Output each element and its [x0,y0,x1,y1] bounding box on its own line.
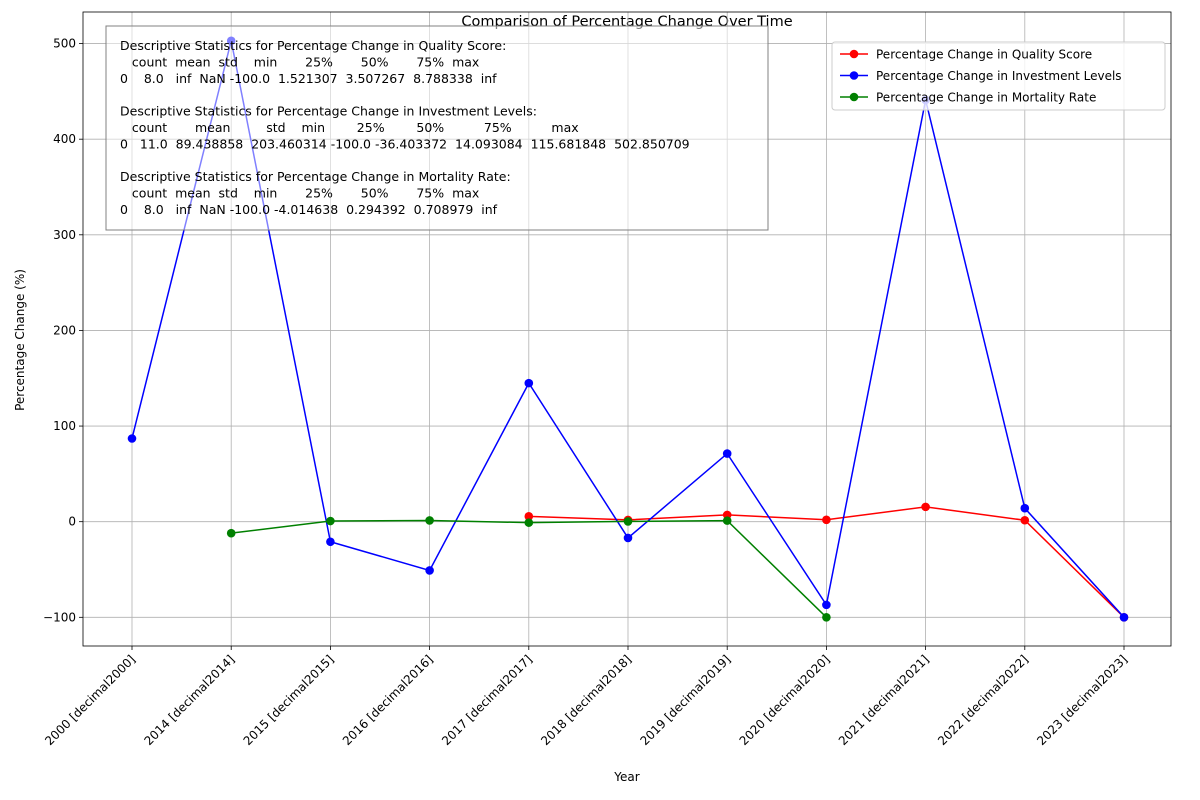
data-point [226,528,236,538]
legend-label: Percentage Change in Investment Levels [876,69,1122,83]
x-axis-ticks: 2000 [decimal2000] 2014 [decimal2014] 2015… [42,646,1130,748]
legend-marker [849,71,859,80]
legend-label: Percentage Change in Quality Score [876,48,1092,62]
grid-lines [83,12,1171,646]
data-point [326,537,335,547]
data-point [425,566,434,575]
stats-line: 0 8.0 inf NaN -100.0 -4.014638 0.294392 … [120,202,498,217]
stats-line: count mean std min 25% 50% 75% max [120,186,479,201]
x-tick-label: 2000 [decimal2000] [42,652,138,748]
x-tick-label: 2023 [decimal2023] [1034,652,1130,748]
x-tick-label: 2014 [decimal2014] [141,652,237,748]
y-axis-label: Percentage Change (%) [13,269,27,411]
y-tick-label: 500 [53,37,76,51]
data-point [623,533,633,543]
y-tick-label: 200 [53,323,76,337]
data-point [1119,613,1129,622]
x-tick-label: 2022 [decimal2022] [935,652,1031,748]
legend-item: Percentage Change in Investment Levels [840,69,1122,83]
data-point [326,516,335,526]
data-point [822,515,831,525]
series-layer [127,36,1129,622]
data-point [1020,503,1030,513]
stats-box-frame [105,25,769,231]
data-point [425,516,434,525]
legend-frame [831,41,1166,111]
data-point [1020,515,1030,525]
data-point [623,517,633,526]
data-point [127,434,137,443]
data-point [524,512,534,521]
data-point [822,600,831,610]
y-tick-label: 400 [53,132,76,146]
legend-item: Percentage Change in Mortality Rate [840,91,1096,105]
stats-line: 0 11.0 89.438858 203.460314 -100.0 -36.4… [120,136,690,151]
plot-frame [82,11,1172,647]
legend: Percentage Change in Quality Score Percen… [831,41,1166,111]
y-tick-label: −100 [43,610,76,624]
stats-line: Descriptive Statistics for Percentage Ch… [120,169,511,184]
legend-item: Percentage Change in Quality Score [840,48,1092,62]
series-2 [226,516,831,622]
x-tick-label: 2018 [decimal2018] [538,652,634,748]
data-point [722,516,732,525]
stats-line: Descriptive Statistics for Percentage Ch… [120,104,537,119]
stats-line: Descriptive Statistics for Percentage Ch… [120,38,506,53]
x-tick-label: 2020 [decimal2020] [737,652,833,748]
legend-marker [849,92,859,102]
x-tick-label: 2021 [decimal2021] [836,652,932,748]
stats-line: count mean std min 25% 50% 75% max [120,54,479,69]
stats-line: 0 8.0 inf NaN -100.0 1.521307 3.507267 8… [120,71,497,86]
y-axis-ticks: −100 0 100 200 300 400 500 [43,37,83,624]
legend-marker [849,49,859,59]
y-tick-label: 0 [68,515,76,529]
data-point [822,613,831,622]
data-point [921,502,930,512]
x-tick-label: 2015 [decimal2015] [241,652,337,748]
stats-line: count mean std min 25% 50% 75% max [120,120,579,135]
y-tick-label: 300 [53,228,76,242]
legend-label: Percentage Change in Mortality Rate [876,91,1096,105]
stats-annotation-box: Descriptive Statistics for Percentage Ch… [105,25,769,231]
x-axis-label: Year [613,770,639,784]
x-tick-label: 2016 [decimal2016] [340,652,436,748]
data-point [722,449,732,458]
data-point [524,378,534,388]
x-tick-label: 2019 [decimal2019] [637,652,733,748]
x-tick-label: 2017 [decimal2017] [439,652,535,748]
data-point [524,518,534,527]
y-tick-label: 100 [53,419,76,433]
